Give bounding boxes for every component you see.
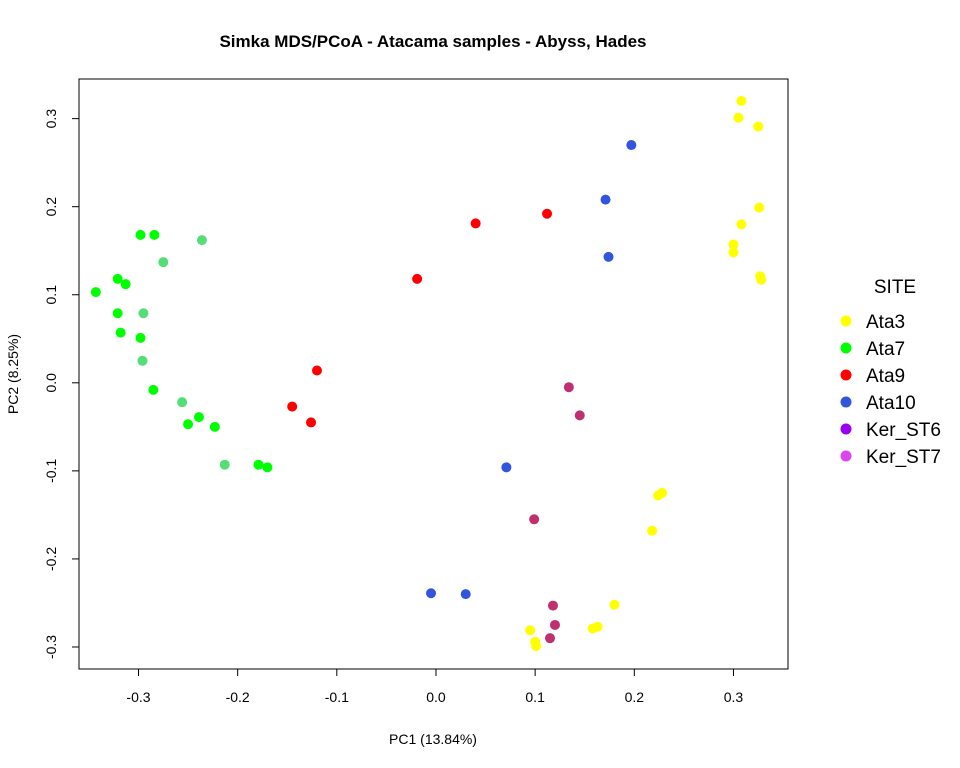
data-point [574,410,585,421]
x-axis: -0.3 -0.2 -0.1 0.0 0.1 0.2 0.3 [126,668,744,705]
data-point [460,589,471,600]
data-point [756,274,767,285]
x-tick-label: 0.2 [625,689,645,705]
legend-swatch [840,342,852,354]
data-point [262,462,273,473]
y-tick-label: 0.3 [43,109,59,129]
data-point [563,382,574,393]
x-tick-label: 0.3 [724,689,744,705]
x-tick-label: -0.2 [226,689,250,705]
data-point [135,229,146,240]
data-point [753,121,764,132]
y-tick-label: 0.2 [43,197,59,217]
data-point [112,273,123,284]
data-point [549,619,560,630]
data-point [209,421,220,432]
data-point [193,412,204,423]
data-point [626,140,637,151]
data-point [609,599,620,610]
data-point [219,459,230,470]
legend-swatch [840,369,852,381]
data-point [728,247,739,258]
data-point [653,490,664,501]
data-point [306,417,317,428]
data-point [287,401,298,412]
y-tick-label: -0.2 [43,547,59,571]
data-point [545,633,556,644]
data-point [177,397,188,408]
data-point [158,257,169,268]
y-tick-label: -0.1 [43,459,59,483]
data-point [733,112,744,123]
x-tick-label: -0.3 [126,689,150,705]
data-point [603,251,614,262]
legend-swatch [840,315,852,327]
data-point [426,588,437,599]
x-tick-label: 0.0 [426,689,446,705]
legend-swatch [840,396,852,408]
legend-label: Ker_ST7 [866,447,941,468]
data-point [501,462,512,473]
legend: SITE Ata3 Ata7 Ata9 Ata10 Ker_ST6 Ker_ST7 [840,277,941,468]
data-point [754,202,765,213]
y-axis: -0.3 -0.2 -0.1 0.0 0.1 0.2 0.3 [43,109,80,659]
data-point [647,525,658,536]
data-point [412,273,423,284]
data-point [148,384,159,395]
x-axis-label: PC1 (13.84%) [389,731,477,747]
legend-swatch [840,423,852,435]
data-point [137,355,148,366]
legend-swatch [840,450,852,462]
data-point [547,600,558,611]
legend-label: Ata3 [866,312,905,333]
data-point [736,96,747,107]
legend-title: SITE [874,277,916,298]
data-point [183,419,194,430]
data-point [311,365,322,376]
data-point [135,332,146,343]
y-tick-label: -0.3 [43,635,59,659]
y-axis-label: PC2 (8.25%) [5,334,21,414]
legend-label: Ata7 [866,339,905,360]
x-tick-label: -0.1 [325,689,349,705]
data-point [531,641,542,652]
legend-label: Ata9 [866,366,905,387]
data-point [196,235,207,246]
y-tick-label: 0.1 [43,285,59,305]
data-point [728,239,739,250]
data-point [587,623,598,634]
data-point [253,459,264,470]
data-point [600,194,611,205]
data-point [525,625,536,636]
data-point [470,218,481,229]
legend-entries: Ata3 Ata7 Ata9 Ata10 Ker_ST6 Ker_ST7 [840,312,941,468]
y-tick-label: 0.0 [43,373,59,393]
data-point [90,287,101,298]
data-point [529,514,540,525]
data-point [542,208,553,219]
data-point [120,279,131,290]
legend-label: Ata10 [866,393,916,414]
data-point [736,219,747,230]
data-points [90,96,767,652]
data-point [149,229,160,240]
data-point [115,327,126,338]
data-point [112,308,123,319]
plot-area-frame [78,78,789,670]
x-tick-label: 0.1 [525,689,545,705]
data-point [138,308,149,319]
chart-title: Simka MDS/PCoA - Atacama samples - Abyss… [219,32,646,51]
legend-label: Ker_ST6 [866,420,941,441]
